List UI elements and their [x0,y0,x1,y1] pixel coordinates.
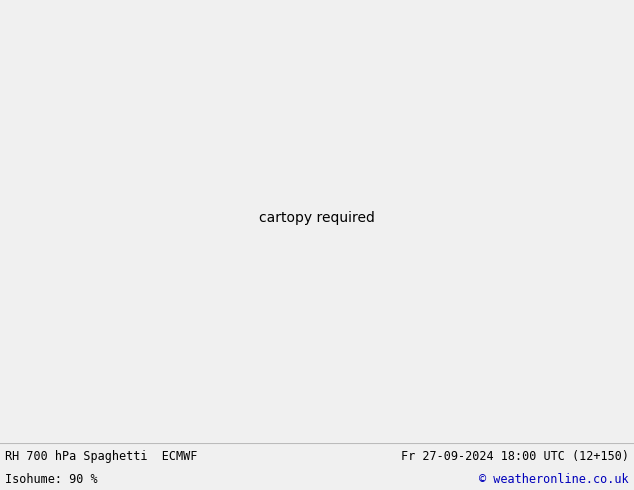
Text: © weatheronline.co.uk: © weatheronline.co.uk [479,473,629,486]
Text: Isohume: 90 %: Isohume: 90 % [5,473,98,486]
Text: Fr 27-09-2024 18:00 UTC (12+150): Fr 27-09-2024 18:00 UTC (12+150) [401,450,629,463]
Text: RH 700 hPa Spaghetti  ECMWF: RH 700 hPa Spaghetti ECMWF [5,450,197,463]
Text: cartopy required: cartopy required [259,211,375,225]
